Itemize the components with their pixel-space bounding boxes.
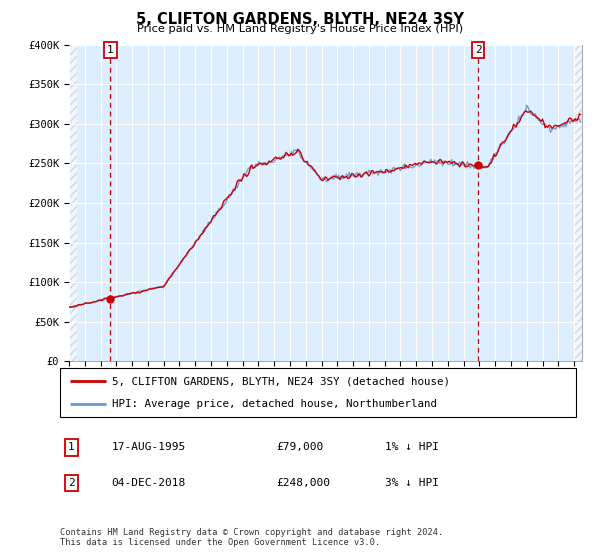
Text: 1% ↓ HPI: 1% ↓ HPI	[385, 442, 439, 452]
Text: £79,000: £79,000	[277, 442, 324, 452]
Text: HPI: Average price, detached house, Northumberland: HPI: Average price, detached house, Nort…	[112, 399, 437, 409]
Text: £248,000: £248,000	[277, 478, 331, 488]
Text: 1: 1	[107, 45, 114, 55]
Text: Price paid vs. HM Land Registry's House Price Index (HPI): Price paid vs. HM Land Registry's House …	[137, 24, 463, 34]
Text: Contains HM Land Registry data © Crown copyright and database right 2024.
This d: Contains HM Land Registry data © Crown c…	[60, 528, 443, 547]
Text: 17-AUG-1995: 17-AUG-1995	[112, 442, 186, 452]
Text: 2: 2	[475, 45, 481, 55]
Text: 04-DEC-2018: 04-DEC-2018	[112, 478, 186, 488]
Text: 3% ↓ HPI: 3% ↓ HPI	[385, 478, 439, 488]
Text: 1: 1	[68, 442, 75, 452]
Text: 5, CLIFTON GARDENS, BLYTH, NE24 3SY: 5, CLIFTON GARDENS, BLYTH, NE24 3SY	[136, 12, 464, 27]
FancyBboxPatch shape	[60, 368, 576, 417]
Text: 2: 2	[68, 478, 75, 488]
Text: 5, CLIFTON GARDENS, BLYTH, NE24 3SY (detached house): 5, CLIFTON GARDENS, BLYTH, NE24 3SY (det…	[112, 376, 449, 386]
